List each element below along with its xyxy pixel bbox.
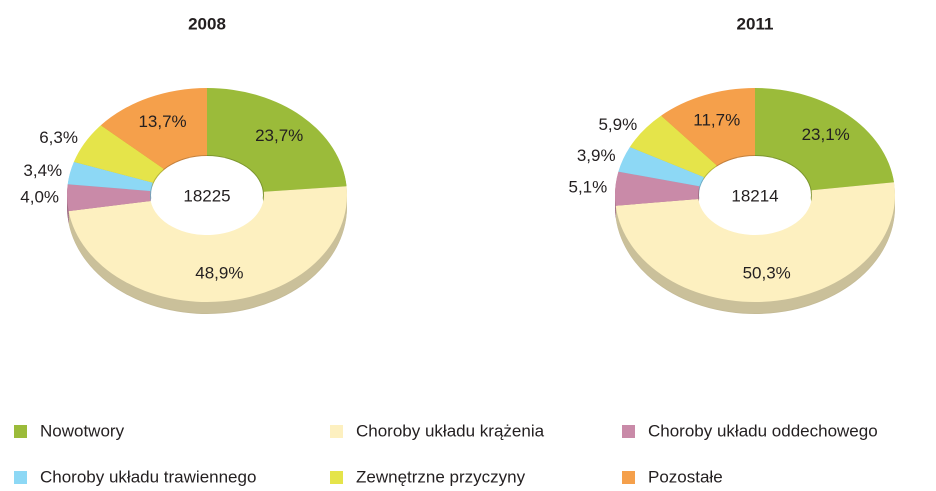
slice [67, 161, 153, 191]
legend-label: Nowotwory [40, 421, 125, 440]
legend-label: Choroby układu krążenia [356, 421, 545, 440]
value-label: 48,9% [195, 263, 243, 282]
slice [661, 88, 755, 166]
value-label: 23,7% [255, 126, 303, 145]
legend-label: Pozostałe [648, 467, 723, 486]
slice [629, 115, 717, 178]
slice [68, 186, 348, 303]
legend-swatch [622, 425, 635, 438]
slice [66, 184, 151, 212]
legend-label: Choroby układu trawiennego [40, 467, 256, 486]
value-label: 50,3% [743, 264, 791, 283]
value-label: 13,7% [138, 112, 186, 131]
slice [618, 147, 705, 187]
slice [100, 88, 207, 169]
donut-hole [151, 156, 263, 234]
slice [615, 171, 700, 206]
chart-title: 2011 [737, 14, 774, 33]
value-label: 3,4% [23, 161, 62, 180]
value-label: 11,7% [693, 110, 740, 129]
value-label: 3,9% [577, 146, 616, 165]
slice [73, 125, 164, 183]
value-label: 4,0% [20, 187, 59, 206]
slice [755, 88, 895, 191]
slice [207, 88, 347, 192]
legend-label: Choroby układu oddechowego [648, 421, 878, 440]
slice [615, 182, 896, 303]
center-label: 18225 [183, 186, 230, 205]
value-label: 6,3% [39, 128, 78, 147]
legend-swatch [330, 471, 343, 484]
legend-label: Zewnętrzne przyczyny [356, 467, 526, 486]
legend-swatch [622, 471, 635, 484]
donut-hole [699, 156, 811, 234]
value-label: 5,1% [569, 178, 608, 197]
legend-swatch [14, 471, 27, 484]
center-label: 18214 [731, 186, 778, 205]
value-label: 23,1% [802, 125, 850, 144]
legend-swatch [330, 425, 343, 438]
chart-title: 2008 [188, 14, 226, 33]
legend-swatch [14, 425, 27, 438]
value-label: 5,9% [598, 115, 637, 134]
